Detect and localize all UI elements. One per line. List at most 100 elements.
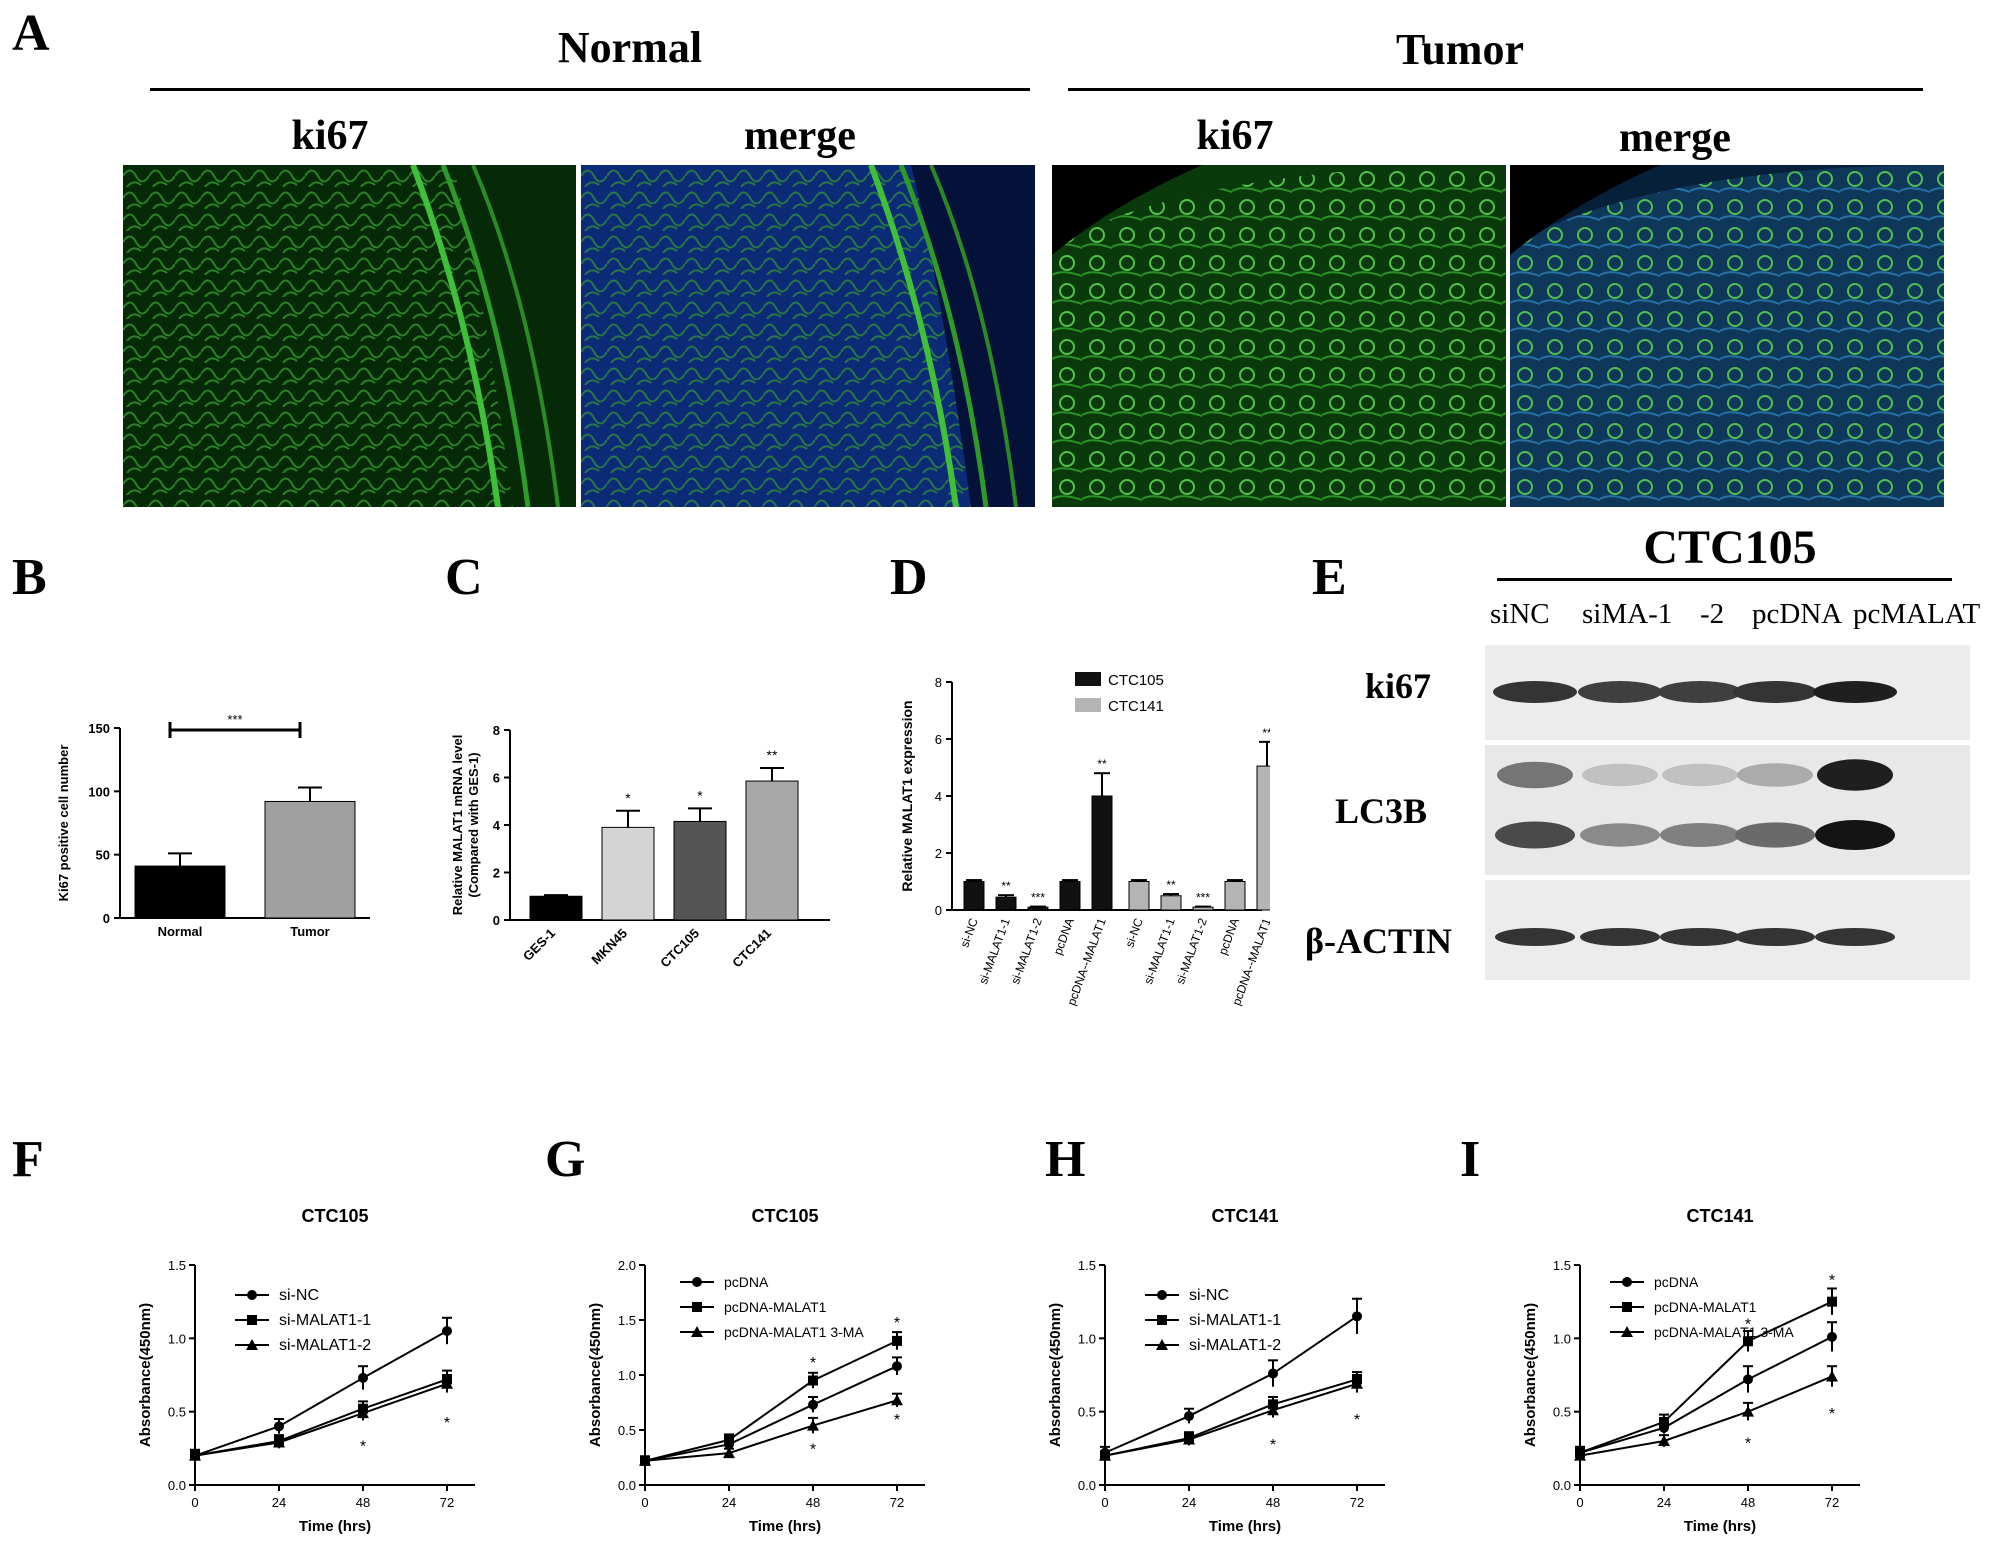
- significance-star: *: [894, 1412, 900, 1429]
- x-tick-label: 48: [1266, 1495, 1280, 1510]
- chart-title: CTC105: [751, 1206, 818, 1226]
- tumor-merge-micrograph: [1510, 165, 1944, 507]
- x-tick-label: Tumor: [290, 924, 329, 939]
- x-axis-label: Time (hrs): [299, 1518, 371, 1535]
- y-axis-label: Absorbance(450nm): [1522, 1303, 1539, 1447]
- chart-title: CTC105: [301, 1206, 368, 1226]
- significance-star: *: [1745, 1317, 1751, 1334]
- legend-label: si-MALAT1-2: [279, 1337, 371, 1354]
- series-line: [194, 1382, 448, 1457]
- y-tick-label: 1.5: [618, 1313, 636, 1328]
- tumor-ki67-micrograph: [1052, 165, 1506, 507]
- panel-letter-d: D: [890, 549, 928, 606]
- panel-letter-e: E: [1312, 549, 1347, 606]
- y-tick-label: 0.5: [1553, 1405, 1571, 1420]
- y-tick-label: 8: [493, 723, 500, 738]
- bar: [264, 800, 356, 919]
- x-tick-label: si-MALAT1-2: [1173, 916, 1210, 986]
- x-tick-label: 48: [356, 1495, 370, 1510]
- bar: [1224, 881, 1246, 911]
- lane-label-pcdna: pcDNA: [1752, 598, 1843, 630]
- y-tick-label: 2.0: [618, 1258, 636, 1273]
- y-tick-label: 6: [493, 771, 500, 786]
- significance-star: *: [1270, 1437, 1276, 1454]
- y-axis-label: Relative MALAT1 expression: [899, 700, 915, 891]
- bar: [1059, 881, 1081, 911]
- y-axis-label: Absorbance(450nm): [1047, 1303, 1064, 1447]
- marker-circle: [1352, 1311, 1362, 1322]
- y-axis-label: Absorbance(450nm): [137, 1303, 154, 1447]
- marker-triangle: [1156, 1339, 1168, 1350]
- marker-triangle: [891, 1394, 903, 1406]
- bar: [1091, 795, 1113, 911]
- chart-b-ki67-count: 0 50 100 150 Normal Tumor Ki67 positive cell n…: [56, 712, 370, 939]
- x-tick-label: MKN45: [588, 926, 630, 968]
- marker-circle: [442, 1326, 452, 1336]
- x-axis-label: Time (hrs): [749, 1518, 821, 1535]
- marker-circle: [1157, 1290, 1167, 1300]
- x-axis-label: Time (hrs): [1209, 1518, 1281, 1535]
- marker-triangle: [246, 1339, 258, 1350]
- significance-star: *: [1829, 1406, 1835, 1423]
- band-lc3b-lower: [1660, 823, 1740, 847]
- series-line: [1104, 1382, 1358, 1457]
- y-tick-label: 0.5: [1078, 1405, 1096, 1420]
- x-tick-label: 24: [722, 1495, 736, 1510]
- significance-star: **: [1166, 878, 1176, 892]
- marker-circle: [1268, 1368, 1278, 1379]
- y-tick-label: 4: [493, 818, 501, 833]
- significance-star: **: [1001, 879, 1011, 893]
- band-ki67: [1813, 681, 1897, 703]
- significance-star: *: [810, 1442, 816, 1459]
- band-ki67: [1733, 681, 1817, 703]
- y-axis-label: Relative MALAT1 mRNA level: [450, 735, 465, 916]
- x-tick-label: CTC105: [657, 926, 702, 971]
- marker-triangle: [639, 1454, 651, 1466]
- y-tick-label: 50: [96, 848, 110, 863]
- band-beta-actin: [1495, 928, 1575, 946]
- x-tick-label: 72: [1825, 1495, 1839, 1510]
- marker-square: [1827, 1296, 1837, 1307]
- y-axis-label: Absorbance(450nm): [587, 1303, 604, 1447]
- bar: [673, 820, 727, 921]
- bar: [601, 826, 655, 921]
- chart-title: CTC141: [1686, 1206, 1753, 1226]
- marker-square: [1659, 1416, 1669, 1427]
- y-tick-label: 0: [103, 911, 110, 926]
- x-tick-label: si-MALAT1-1: [976, 916, 1013, 986]
- marker-square: [724, 1434, 734, 1445]
- band-lc3b-upper: [1817, 759, 1893, 791]
- x-tick-label: 72: [890, 1495, 904, 1510]
- panel-a-tumor-ki67-label: ki67: [1196, 113, 1274, 159]
- band-beta-actin: [1660, 928, 1740, 946]
- chart-g-ctc105-pc: CTC105 0.0 0.5 1.0 1.5 2.0 0 24 48 72 Time (hrs) Ab…: [587, 1206, 925, 1535]
- significance-star: *: [697, 787, 703, 803]
- marker-square: [247, 1315, 257, 1325]
- band-lc3b-upper: [1582, 763, 1658, 787]
- marker-circle: [808, 1399, 818, 1410]
- x-tick-label: pcDNA: [1216, 916, 1242, 957]
- marker-square: [808, 1375, 818, 1386]
- y-tick-label: 1.5: [168, 1258, 186, 1273]
- blot-strip-beta-actin: [1485, 880, 1970, 980]
- marker-triangle: [1267, 1404, 1279, 1416]
- marker-circle: [1743, 1374, 1753, 1385]
- legend-label: pcDNA-MALAT1: [1654, 1299, 1757, 1315]
- significance-star: ***: [227, 712, 242, 727]
- panel-letter-c: C: [445, 549, 483, 606]
- x-tick-label: 24: [272, 1495, 286, 1510]
- marker-triangle: [723, 1447, 735, 1459]
- lane-label-sinc: siNC: [1490, 598, 1550, 630]
- marker-triangle: [1826, 1370, 1838, 1382]
- x-tick-label: 72: [1350, 1495, 1364, 1510]
- y-tick-label: 0.0: [1553, 1478, 1571, 1493]
- bar: [995, 896, 1017, 911]
- series-line: [1104, 1378, 1358, 1457]
- x-tick-label: 0: [1576, 1495, 1583, 1510]
- x-tick-label: 0: [1101, 1495, 1108, 1510]
- band-ki67: [1493, 681, 1577, 703]
- marker-circle: [692, 1277, 702, 1287]
- bar: [963, 881, 985, 911]
- significance-star: **: [1262, 726, 1270, 740]
- panel-a-normal-ki67-label: ki67: [291, 113, 369, 159]
